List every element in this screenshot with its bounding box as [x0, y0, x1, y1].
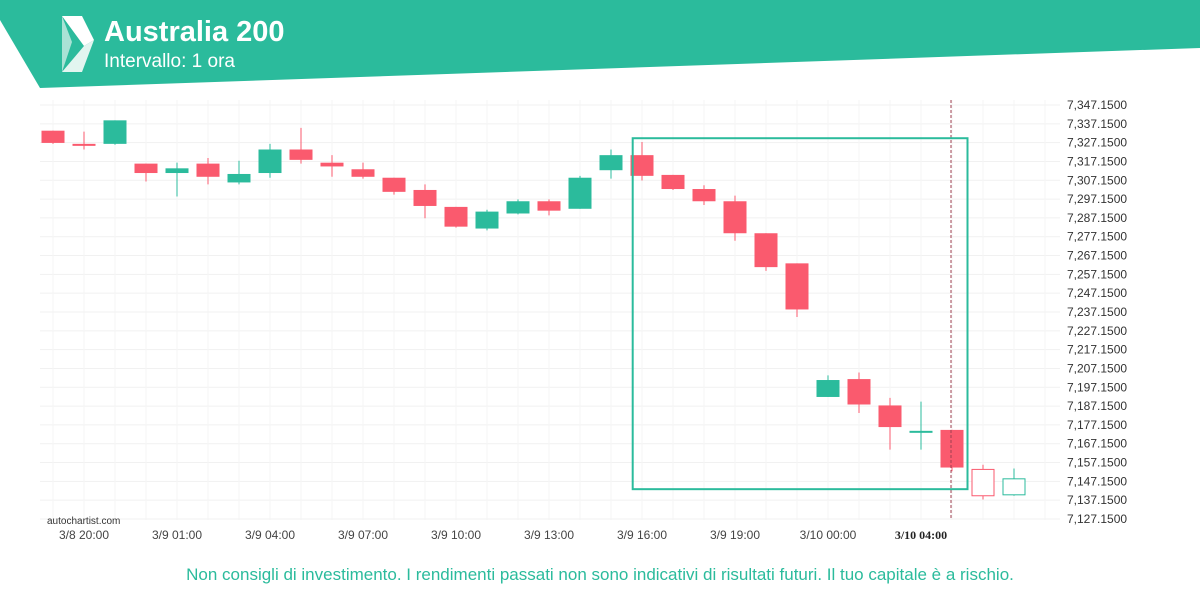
candle-body [537, 201, 561, 211]
candle-body [351, 169, 375, 177]
y-axis: 7,347.1500 7,337.1500 7,327.1500 7,317.1500… [1067, 98, 1127, 526]
y-tick-label: 7,177.1500 [1067, 418, 1127, 432]
y-tick-label: 7,327.1500 [1067, 136, 1127, 150]
candle-body [847, 379, 871, 405]
candle-body [320, 162, 344, 167]
y-tick-label: 7,337.1500 [1067, 117, 1127, 131]
candle-body [878, 405, 902, 428]
y-tick-label: 7,347.1500 [1067, 98, 1127, 112]
candle-body [1002, 478, 1026, 496]
y-tick-label: 7,247.1500 [1067, 286, 1127, 300]
chart-title: Australia 200 [104, 16, 285, 48]
candle-body [568, 177, 592, 209]
x-tick-label: 3/9 13:00 [524, 528, 574, 542]
candle-body [444, 206, 468, 227]
pattern-box [631, 137, 969, 491]
y-tick-label: 7,297.1500 [1067, 192, 1127, 206]
candle-body [506, 201, 530, 214]
chart-subtitle: Intervallo: 1 ora [104, 51, 235, 72]
candle-body [816, 380, 840, 397]
x-tick-label: 3/10 00:00 [800, 528, 857, 542]
y-tick-label: 7,217.1500 [1067, 343, 1127, 357]
candle-body [599, 155, 623, 171]
y-tick-label: 7,147.1500 [1067, 474, 1127, 488]
candle-body [630, 155, 654, 176]
x-axis: 3/8 20:00 3/9 01:00 3/9 04:00 3/9 07:00 3/9 … [59, 528, 947, 542]
candle-body [909, 430, 933, 433]
candle-body [196, 163, 220, 177]
y-tick-label: 7,257.1500 [1067, 267, 1127, 281]
y-tick-label: 7,207.1500 [1067, 361, 1127, 375]
autochartist-logo-icon [62, 16, 94, 72]
candle-body [41, 130, 65, 143]
y-tick-label: 7,307.1500 [1067, 173, 1127, 187]
watermark-text: autochartist.com [47, 516, 120, 527]
y-tick-label: 7,187.1500 [1067, 399, 1127, 413]
header-banner: Australia 200 Intervallo: 1 ora [0, 0, 1200, 90]
x-tick-label: 3/9 16:00 [617, 528, 667, 542]
candle-body [754, 233, 778, 268]
y-tick-label: 7,197.1500 [1067, 380, 1127, 394]
candle-body [971, 468, 995, 497]
candle-body [785, 263, 809, 310]
candle-body [940, 429, 964, 468]
candle-body [475, 211, 499, 229]
candle-body [382, 177, 406, 192]
y-tick-label: 7,317.1500 [1067, 154, 1127, 168]
candle-body [103, 120, 127, 144]
y-tick-label: 7,267.1500 [1067, 249, 1127, 263]
candle-body [227, 173, 251, 183]
y-tick-label: 7,167.1500 [1067, 437, 1127, 451]
candle-body [72, 143, 96, 146]
candle-body [661, 174, 685, 190]
y-tick-label: 7,287.1500 [1067, 211, 1127, 225]
y-tick-label: 7,127.1500 [1067, 512, 1127, 526]
candlestick-chart: 7,347.1500 7,337.1500 7,327.1500 7,317.1500… [40, 98, 1127, 542]
candle-body [413, 189, 437, 206]
candle-body [134, 163, 158, 174]
y-tick-label: 7,137.1500 [1067, 493, 1127, 507]
pattern-overlays [631, 100, 969, 520]
x-tick-label: 3/9 04:00 [245, 528, 295, 542]
y-tick-label: 7,227.1500 [1067, 324, 1127, 338]
x-tick-label: 3/9 10:00 [431, 528, 481, 542]
header-background [0, 0, 1200, 88]
candles [41, 120, 1026, 500]
x-tick-label: 3/10 04:00 [895, 528, 947, 542]
y-tick-label: 7,237.1500 [1067, 305, 1127, 319]
candle-body [692, 189, 716, 202]
y-tick-label: 7,277.1500 [1067, 230, 1127, 244]
x-tick-label: 3/8 20:00 [59, 528, 109, 542]
x-tick-label: 3/9 19:00 [710, 528, 760, 542]
candle-body [289, 149, 313, 160]
candle-body [165, 168, 189, 174]
y-tick-label: 7,157.1500 [1067, 456, 1127, 470]
disclaimer-text: Non consigli di investimento. I rendimen… [186, 565, 1014, 584]
candle-body [723, 201, 747, 234]
x-tick-label: 3/9 07:00 [338, 528, 388, 542]
candle-body [258, 149, 282, 174]
x-tick-label: 3/9 01:00 [152, 528, 202, 542]
chart-grid [40, 100, 1060, 520]
